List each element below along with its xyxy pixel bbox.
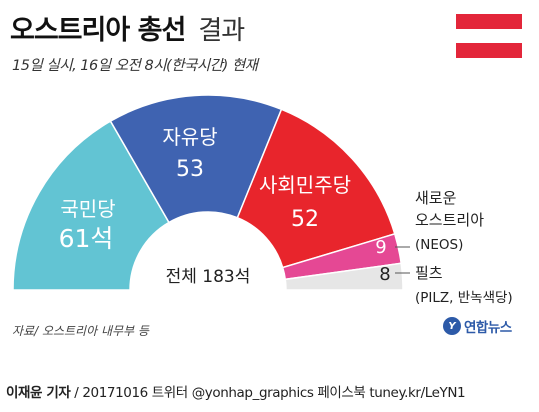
label-social-democrats-name: 사회민주당 [259,173,351,197]
flag-stripe-middle [456,29,522,43]
credit-author: 이재윤 기자 [6,385,71,401]
seat-chart: 국민당 61석 자유당 53 사회민주당 52 9 8 새로운 오스트리아 (N… [12,94,513,306]
austria-flag-icon [456,14,522,58]
label-neos-name-line1: 새로운 [415,189,457,207]
credit-details: / 20171016 트위터 @yonhap_graphics 페이스북 tun… [70,385,466,401]
label-neos-value: 9 [375,237,386,258]
flag-stripe-bottom [456,43,522,58]
credit-bar: 이재윤 기자 / 20171016 트위터 @yonhap_graphics 페… [0,370,539,412]
credit-line: 이재윤 기자 / 20171016 트위터 @yonhap_graphics 페… [6,381,466,401]
slice-social-democrats [236,108,396,269]
label-neos-name-line3: (NEOS) [415,237,463,253]
slice-pilz [284,262,404,291]
source-note: 자료/ 오스트리아 내무부 등 [12,324,149,338]
label-freedom-party-value: 53 [176,157,204,182]
credit-divider [0,370,539,371]
seat-slices [12,94,404,291]
slice-freedom-party [109,94,283,224]
flag-stripe-top [456,14,522,29]
yonhap-logo: Y 연합뉴스 [443,316,512,336]
title-row: 오스트리아 총선 결과 [10,8,245,47]
page-title: 오스트리아 총선 [10,15,186,46]
infographic-panel: 오스트리아 총선 결과 15일 실시, 16일 오전 8시(한국시간) 현재 국… [10,8,522,338]
label-pilz-name-line1: 필츠 [415,264,443,282]
label-neos-name-line2: 오스트리아 [415,211,484,229]
label-peoples-party-value: 61석 [59,224,114,253]
subtitle: 15일 실시, 16일 오전 8시(한국시간) 현재 [12,58,258,74]
page-title-suffix: 결과 [198,16,245,46]
slice-peoples-party [12,120,171,291]
label-pilz-name-line2: (PILZ, 반녹색당) [415,290,513,306]
label-freedom-party-name: 자유당 [162,125,217,149]
label-pilz-value: 8 [379,264,390,285]
total-seats-label: 전체 183석 [166,267,251,287]
yonhap-logo-text: 연합뉴스 [464,320,512,336]
label-social-democrats-value: 52 [291,207,319,232]
label-peoples-party-name: 국민당 [60,197,115,221]
yonhap-logo-icon: Y [443,317,461,335]
